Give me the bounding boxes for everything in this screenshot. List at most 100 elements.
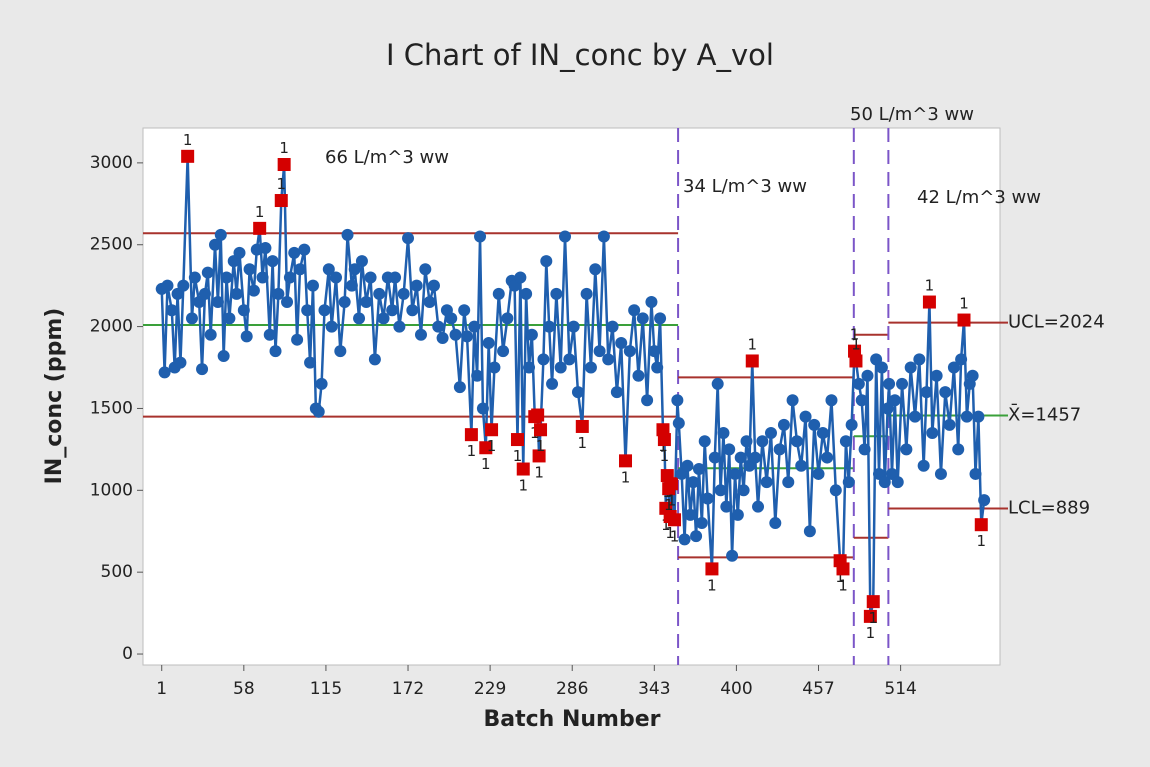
- data-point: [726, 549, 739, 562]
- data-point: [920, 386, 933, 399]
- data-point: [795, 459, 808, 472]
- data-point: [204, 328, 217, 341]
- data-point: [567, 320, 580, 333]
- x-tick-label: 58: [233, 679, 255, 699]
- data-point: [165, 304, 178, 317]
- data-point: [217, 350, 230, 363]
- flagged-point: [836, 562, 850, 576]
- data-point: [177, 279, 190, 292]
- x-tick-label: 172: [392, 679, 424, 699]
- data-point: [283, 271, 296, 284]
- data-point: [952, 443, 965, 456]
- data-point: [198, 287, 211, 300]
- data-point: [360, 296, 373, 309]
- data-point: [355, 255, 368, 268]
- data-point: [196, 363, 209, 376]
- flagged-point: [745, 354, 759, 368]
- data-point: [223, 312, 236, 325]
- data-point: [692, 463, 705, 476]
- flagged-point: [665, 477, 679, 491]
- data-point: [272, 287, 285, 300]
- flagged-point: [181, 149, 195, 163]
- data-point: [348, 263, 361, 276]
- data-point: [790, 435, 803, 448]
- data-point: [777, 418, 790, 431]
- data-point: [808, 418, 821, 431]
- flagged-point: [510, 433, 524, 447]
- data-point: [211, 296, 224, 309]
- data-point: [883, 377, 896, 390]
- test-flag: 1: [866, 624, 876, 642]
- data-point: [615, 336, 628, 349]
- test-flag: 1: [838, 576, 848, 594]
- data-point: [304, 356, 317, 369]
- data-point: [432, 320, 445, 333]
- data-point: [737, 484, 750, 497]
- data-point: [537, 353, 550, 366]
- data-point: [969, 467, 982, 480]
- data-point: [423, 296, 436, 309]
- data-point: [345, 279, 358, 292]
- data-point: [214, 228, 227, 241]
- data-point: [293, 263, 306, 276]
- data-point: [427, 279, 440, 292]
- flagged-point: [657, 433, 671, 447]
- stage-label: 42 L/m^3 ww: [917, 187, 1041, 208]
- data-point: [266, 255, 279, 268]
- data-point: [230, 287, 243, 300]
- data-point: [580, 287, 593, 300]
- x-tick-label: 115: [310, 679, 342, 699]
- x-axis-title: Batch Number: [483, 707, 660, 732]
- data-point: [606, 320, 619, 333]
- data-point: [247, 284, 260, 297]
- data-point: [821, 451, 834, 464]
- test-flag: 1: [255, 203, 265, 221]
- data-point: [711, 377, 724, 390]
- data-point: [698, 435, 711, 448]
- data-point: [926, 427, 939, 440]
- data-point: [803, 525, 816, 538]
- test-flag: 1: [835, 568, 845, 586]
- flagged-point: [479, 441, 493, 455]
- test-flag: 1: [665, 524, 675, 542]
- data-point: [240, 330, 253, 343]
- data-point: [690, 530, 703, 543]
- data-point: [334, 345, 347, 358]
- data-point: [610, 386, 623, 399]
- data-point: [571, 386, 584, 399]
- y-tick-label: 500: [101, 562, 133, 582]
- data-point: [209, 238, 222, 251]
- test-flag: 1: [518, 477, 528, 495]
- data-point: [749, 451, 762, 464]
- test-flag: 1: [868, 609, 878, 627]
- data-point: [414, 328, 427, 341]
- data-point: [687, 476, 700, 489]
- data-point: [934, 467, 947, 480]
- data-point: [288, 246, 301, 259]
- data-point: [476, 402, 489, 415]
- test-flag: 1: [851, 335, 861, 353]
- data-point: [563, 353, 576, 366]
- data-point: [501, 312, 514, 325]
- data-point: [402, 232, 415, 245]
- data-point: [364, 271, 377, 284]
- data-point: [589, 263, 602, 276]
- data-point: [648, 345, 661, 358]
- flagged-point: [974, 518, 988, 532]
- data-point: [740, 435, 753, 448]
- data-point: [636, 312, 649, 325]
- data-point: [482, 336, 495, 349]
- test-flag: 1: [467, 442, 477, 460]
- data-point: [188, 271, 201, 284]
- data-point: [731, 508, 744, 521]
- limit-label: UCL=2024: [1008, 312, 1105, 333]
- data-point: [373, 287, 386, 300]
- flagged-point: [274, 194, 288, 208]
- data-point: [514, 271, 527, 284]
- test-flag: 1: [664, 496, 674, 514]
- flagged-point: [253, 221, 267, 235]
- test-flag: 1: [279, 139, 289, 157]
- flagged-point: [516, 462, 530, 476]
- data-point: [419, 263, 432, 276]
- data-point: [540, 255, 553, 268]
